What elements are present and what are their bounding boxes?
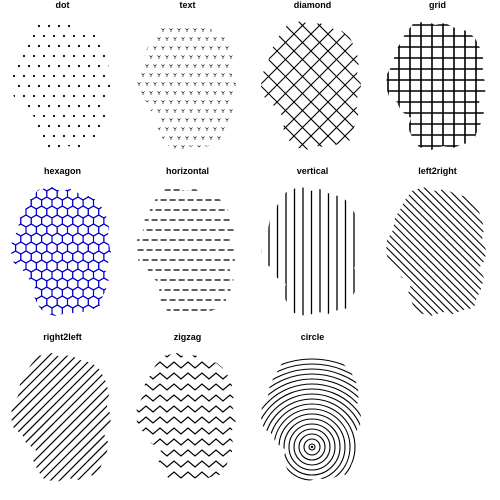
panel-title: circle [301, 332, 325, 342]
pattern-fill-dot [12, 24, 111, 148]
panel-title: text [179, 0, 195, 10]
panel-horizontal: horizontal [136, 166, 236, 311]
panel-title: grid [429, 0, 446, 10]
pattern-fill-hexagon [11, 187, 111, 316]
pattern-fill-grid [386, 21, 486, 150]
panel-vertical: vertical [261, 166, 355, 316]
pattern-fill-vertical [261, 187, 355, 316]
pattern-fill-circle [261, 358, 361, 482]
pattern-fill-left2right [386, 187, 486, 316]
panel-left2right: left2right [386, 166, 486, 316]
pattern-fill-zigzag [136, 353, 236, 479]
panel-hexagon: hexagon [11, 166, 111, 316]
panel-title: zigzag [174, 332, 202, 342]
panel-circle: circle [261, 332, 361, 482]
pattern-fill-horizontal [136, 189, 236, 311]
panel-title: diamond [294, 0, 332, 10]
pattern-fill-text [136, 28, 236, 149]
panel-grid: grid [386, 0, 486, 150]
panel-title: dot [56, 0, 70, 10]
panel-title: hexagon [44, 166, 81, 176]
pattern-fill-right2left [11, 353, 111, 482]
panel-title: vertical [297, 166, 329, 176]
panel-title: left2right [418, 166, 457, 176]
panel-text: text [136, 0, 236, 149]
panel-title: right2left [43, 332, 82, 342]
panel-zigzag: zigzag [136, 332, 236, 479]
pattern-fill-diamond [261, 21, 361, 150]
panel-title: horizontal [166, 166, 209, 176]
panel-diamond: diamond [261, 0, 361, 150]
panel-right2left: right2left [11, 332, 111, 482]
panel-dot: dot [12, 0, 111, 148]
